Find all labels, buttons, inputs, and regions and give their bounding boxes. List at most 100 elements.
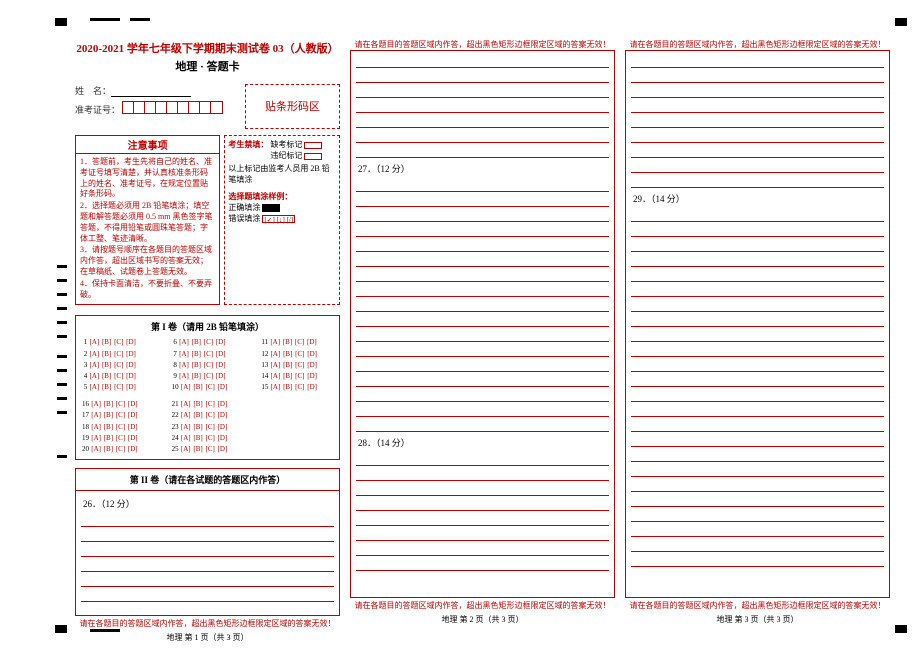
answer-line (631, 507, 884, 522)
answer-line (631, 113, 884, 128)
rules-column: 注意事项 1．答题前，考生先将自己的姓名、准考证号填写清楚，并认真核准条形码上的… (75, 135, 220, 305)
timing-mark (57, 397, 67, 400)
marking-column: 考生禁填： 缺考标记 违纪标记 以上标记由监考人员用 2B 铅笔填涂 选择题填涂… (224, 135, 340, 305)
notice-item: 4．保持卡面清洁，不要折叠、不要弄破。 (80, 279, 215, 301)
answer-line (631, 447, 884, 462)
mc-question: 2 [A] [B] [C] [D] (82, 349, 154, 360)
q27-label: 27．（12 分） (358, 162, 609, 175)
page2-answer-box: 27．（12 分） 28．（14 分） (350, 50, 615, 598)
mc-question: 23 [A] [B] [C] [D] (172, 422, 244, 433)
answer-line (631, 252, 884, 267)
answer-line (356, 192, 609, 207)
mc-question: 5 [A] [B] [C] [D] (82, 382, 154, 393)
answer-line (631, 357, 884, 372)
answer-line (356, 113, 609, 128)
mc-question: 24 [A] [B] [C] [D] (172, 433, 244, 444)
wrong-label: 错误填涂 (228, 214, 260, 223)
answer-line (356, 526, 609, 541)
mc-question: 16 [A] [B] [C] [D] (82, 399, 154, 410)
answer-line (631, 98, 884, 113)
answer-line (631, 237, 884, 252)
page-2: 请在各题目的答题区域内作答，超出黑色矩形边框限定区域的答案无效！ 27．（12 … (350, 40, 615, 615)
section2-box: 第 II 卷（请在各试题的答题区内作答） (75, 468, 340, 491)
answer-line (356, 357, 609, 372)
timing-mark (57, 335, 67, 338)
mc-question: 25 [A] [B] [C] [D] (172, 444, 244, 455)
reg-bar-top2 (130, 18, 150, 21)
timing-mark (57, 383, 67, 386)
answer-line (81, 542, 334, 557)
answer-line (356, 402, 609, 417)
missing-mark-label: 缺考标记 (270, 140, 302, 149)
q28-label: 28．（14 分） (358, 436, 609, 449)
page3-answer-box: 29．（14 分） (625, 50, 890, 598)
mc-question: 6 [A] [B] [C] [D] (172, 337, 244, 348)
correct-mark (262, 204, 280, 212)
answer-line (631, 68, 884, 83)
answer-line (356, 481, 609, 496)
id-label: 准考证号： (75, 105, 120, 115)
timing-mark (57, 265, 67, 268)
page-1: 2020-2021 学年七年级下学期期末测试卷 03（人教版） 地理 · 答题卡… (75, 40, 340, 615)
answer-line (356, 68, 609, 83)
answer-line (356, 496, 609, 511)
page3-num: 地理 第 3 页（共 3 页） (625, 614, 890, 625)
answer-line (631, 372, 884, 387)
name-line (111, 96, 191, 97)
answer-line (356, 222, 609, 237)
name-label: 姓 名： (75, 86, 111, 96)
exam-subtitle: 地理 · 答题卡 (75, 58, 340, 74)
reg-mark-tl (55, 18, 67, 26)
answer-line (631, 552, 884, 567)
answer-line (356, 417, 609, 432)
section2-title: 第 II 卷（请在各试题的答题区内作答） (82, 473, 333, 486)
correct-label: 正确填涂 (228, 203, 260, 212)
answer-line (631, 522, 884, 537)
answer-line (631, 537, 884, 552)
mc-question: 15 [A] [B] [C] [D] (261, 382, 333, 393)
answer-line (356, 53, 609, 68)
timing-mark (57, 455, 67, 458)
answer-line (631, 173, 884, 188)
answer-line (356, 282, 609, 297)
mc-group-a: 1 [A] [B] [C] [D] 2 [A] [B] [C] [D] 3 [A… (82, 337, 333, 393)
answer-line (631, 297, 884, 312)
answer-line (356, 466, 609, 481)
answer-line (356, 128, 609, 143)
page3-warning: 请在各题目的答题区域内作答，超出黑色矩形边框限定区域的答案无效！ (625, 600, 890, 611)
notice-flex: 注意事项 1．答题前，考生先将自己的姓名、准考证号填写清楚，并认真核准条形码上的… (75, 135, 340, 305)
answer-line (356, 252, 609, 267)
mark-box (304, 142, 322, 149)
page2-num: 地理 第 2 页（共 3 页） (350, 614, 615, 625)
mc-question: 21 [A] [B] [C] [D] (172, 399, 244, 410)
wrong-marks: [✓] [↓] [/] (262, 215, 295, 223)
mark-box (304, 153, 322, 160)
answer-line (356, 451, 609, 466)
answer-line (631, 83, 884, 98)
answer-line (356, 207, 609, 222)
answer-line (356, 541, 609, 556)
reg-mark-tr (895, 18, 907, 26)
answer-line (356, 327, 609, 342)
answer-line (631, 282, 884, 297)
answer-line (81, 572, 334, 587)
mc-question: 10 [A] [B] [C] [D] (172, 382, 244, 393)
mc-question: 1 [A] [B] [C] [D] (82, 337, 154, 348)
example-label: 选择题填涂样例： (228, 191, 336, 202)
mark-note: 以上标记由监考人员用 2B 铅笔填涂 (228, 163, 336, 185)
barcode-area: 贴条形码区 (245, 84, 340, 129)
mc-question: 12 [A] [B] [C] [D] (261, 349, 333, 360)
answer-line (631, 432, 884, 447)
answer-line (631, 342, 884, 357)
answer-line (631, 402, 884, 417)
violation-mark-label: 违纪标记 (270, 151, 302, 160)
exam-id-boxes (122, 101, 223, 114)
mc-question: 19 [A] [B] [C] [D] (82, 433, 154, 444)
student-info-row: 姓 名： 准考证号： 贴条形码区 (75, 84, 340, 129)
page1-warning: 请在各题目的答题区域内作答，超出黑色矩形边框限定区域的答案无效！ (75, 618, 340, 629)
answer-line (631, 207, 884, 222)
timing-mark (57, 355, 67, 358)
reg-mark-br (895, 625, 907, 633)
notice-item: 2．选择题必须用 2B 铅笔填涂；填空题和解答题必须用 0.5 mm 黑色签字笔… (80, 201, 215, 244)
answer-line (356, 237, 609, 252)
